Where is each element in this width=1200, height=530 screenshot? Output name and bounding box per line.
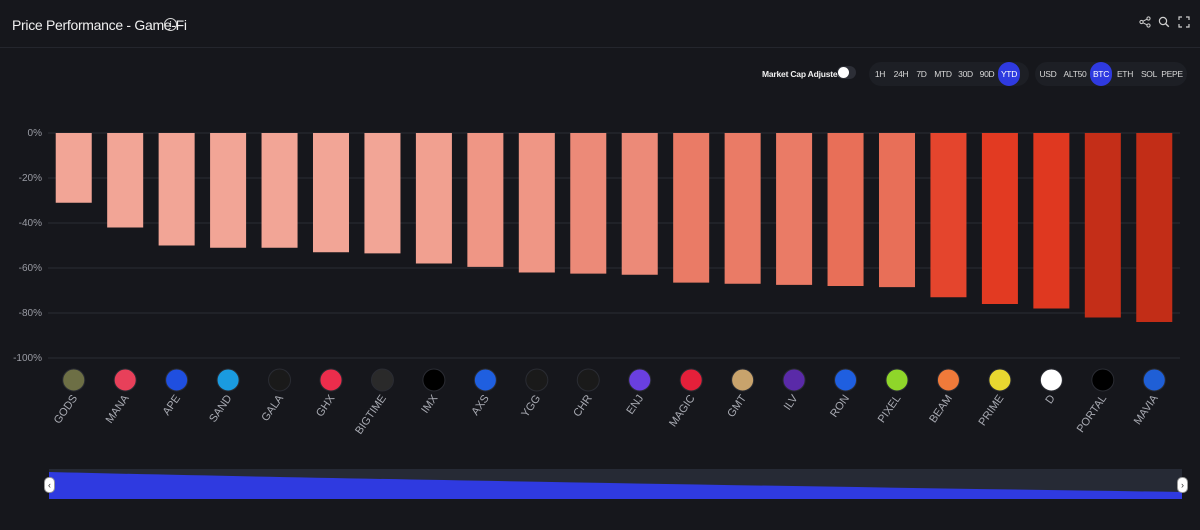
share-icon[interactable] [1139, 16, 1151, 28]
enj-token-icon [628, 368, 652, 392]
search-icon[interactable] [1158, 16, 1170, 28]
x-tick-label: GHX [314, 392, 338, 419]
gala-token-icon [268, 368, 292, 392]
period-24h[interactable]: 24H [893, 69, 909, 79]
bar-beam [930, 133, 967, 298]
bar-imx [415, 133, 452, 264]
info-icon[interactable]: i [164, 18, 177, 31]
chr-token-icon [576, 368, 600, 392]
x-tick-label: ILV [782, 392, 801, 412]
magic-token-icon [679, 368, 703, 392]
bar-ron [827, 133, 864, 286]
x-tick-label: ENJ [624, 393, 646, 417]
base-btc[interactable]: BTC [1090, 62, 1112, 86]
bar-portal [1084, 133, 1121, 318]
period-mtd[interactable]: MTD [934, 69, 952, 79]
base-alt50[interactable]: ALT50 [1063, 69, 1087, 79]
y-tick-label: 0% [28, 128, 43, 139]
period-90d[interactable]: 90D [979, 69, 995, 79]
x-tick-label: AXS [469, 393, 491, 418]
bar-pixel [878, 133, 916, 288]
bar-d [1033, 133, 1070, 309]
bar-magic [673, 133, 710, 283]
y-tick-label: -60% [19, 263, 42, 274]
bar-prime [981, 133, 1018, 304]
market-cap-adjusted-label: Market Cap Adjusted [762, 69, 843, 79]
x-tick-label: MAGIC [667, 393, 698, 429]
x-tick-label: APE [161, 393, 183, 418]
sand-token-icon [216, 368, 240, 392]
bar-sand [210, 133, 247, 248]
x-tick-label: MANA [104, 392, 132, 425]
x-tick-label: CHR [571, 393, 595, 419]
x-tick-label: GALA [259, 392, 286, 423]
portal-token-icon [1091, 368, 1115, 392]
x-tick-label: GMT [725, 393, 749, 420]
imx-token-icon [422, 368, 446, 392]
fullscreen-icon[interactable] [1178, 16, 1190, 28]
x-tick-label: BEAM [927, 393, 955, 425]
x-tick-label: PRIME [977, 393, 1007, 428]
period-1h[interactable]: 1H [874, 69, 886, 79]
chart-header: Price Performance - Game-Fi i [0, 0, 1200, 48]
period-ytd[interactable]: YTD [998, 62, 1020, 86]
navigator-left-handle[interactable]: ‹ [44, 477, 55, 493]
bar-gala [261, 133, 298, 248]
x-tick-label: GODS [52, 393, 80, 426]
bar-bigtime [364, 133, 401, 254]
x-tick-label: PORTAL [1075, 393, 1109, 435]
x-tick-label: RON [828, 393, 852, 420]
ilv-token-icon [782, 368, 806, 392]
bar-ape [158, 133, 195, 246]
ghx-token-icon [319, 368, 343, 392]
x-tick-label: SAND [207, 393, 234, 425]
y-tick-label: -80% [19, 308, 42, 319]
bar-enj [621, 133, 658, 275]
x-tick-label: MAVIA [1132, 392, 1161, 427]
bar-chart: 0% -20% -40% -60% -80% -100% GODS MANA APE SAND GA… [13, 128, 1180, 437]
base-sol[interactable]: SOL [1140, 69, 1158, 79]
ygg-token-icon [525, 368, 549, 392]
x-tick-label: IMX [419, 392, 440, 415]
bigtime-token-icon [370, 368, 394, 392]
base-eth[interactable]: ETH [1116, 69, 1134, 79]
ape-token-icon [165, 368, 189, 392]
toggle-knob [838, 67, 849, 78]
bar-chr [570, 133, 607, 274]
bar-ygg [518, 133, 555, 273]
bar-gmt [724, 133, 761, 284]
navigator-track[interactable] [49, 469, 1182, 499]
y-tick-label: -100% [13, 353, 42, 364]
bar-axs [467, 133, 504, 267]
axs-token-icon [473, 368, 497, 392]
gmt-token-icon [731, 368, 755, 392]
ron-token-icon [834, 368, 858, 392]
period-30d[interactable]: 30D [958, 69, 973, 79]
d-token-icon [1039, 368, 1063, 392]
x-tick-label: YGG [519, 393, 543, 420]
prime-token-icon [988, 368, 1012, 392]
y-tick-label: -20% [19, 173, 42, 184]
bar-gods [55, 133, 92, 203]
page-title: Price Performance - Game-Fi [12, 17, 187, 33]
beam-token-icon [936, 368, 960, 392]
pixel-token-icon [885, 368, 909, 392]
bar-ilv [776, 133, 813, 285]
mana-token-icon [113, 368, 137, 392]
base-pepe[interactable]: PEPE [1161, 69, 1183, 79]
x-tick-label: PIXEL [876, 393, 904, 425]
base-usd[interactable]: USD [1039, 69, 1057, 79]
mavia-token-icon [1142, 368, 1166, 392]
bar-mana [107, 133, 144, 228]
x-tick-label: BIGTIME [353, 393, 389, 437]
period-7d[interactable]: 7D [916, 69, 927, 79]
navigator-right-handle[interactable]: › [1177, 477, 1188, 493]
y-tick-label: -40% [19, 218, 42, 229]
bar-ghx [312, 133, 350, 253]
gods-token-icon [62, 368, 86, 392]
bar-mavia [1136, 133, 1173, 322]
market-cap-adjusted-toggle[interactable] [837, 66, 856, 79]
x-tick-label: D [1043, 393, 1057, 406]
